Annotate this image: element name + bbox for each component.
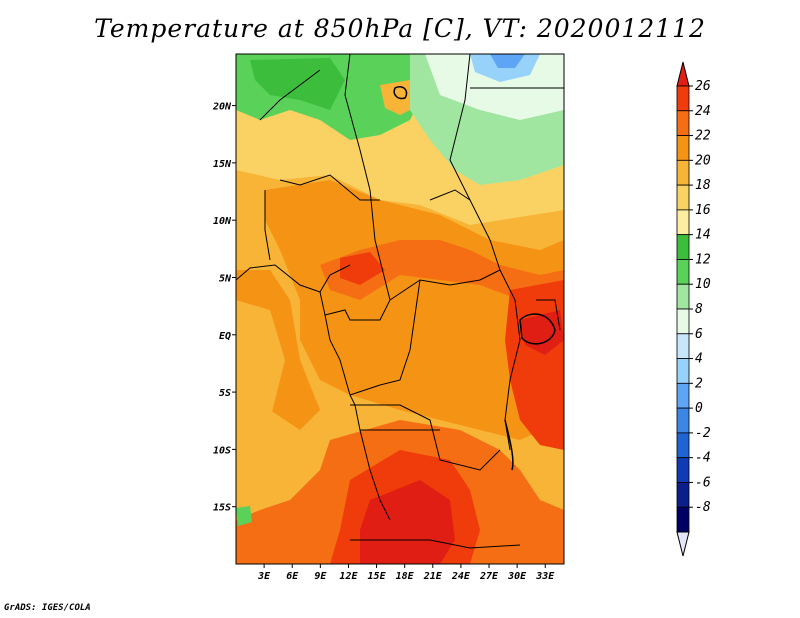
lat-tick-label: 5S bbox=[219, 388, 231, 399]
colorbar-band bbox=[676, 184, 690, 211]
colorbar-bottom-arrow bbox=[676, 531, 690, 557]
country-borders bbox=[236, 54, 564, 549]
colorbar-top-arrow bbox=[676, 61, 690, 87]
field-northeast-darkblue bbox=[490, 54, 525, 68]
colorbar-band bbox=[676, 333, 690, 359]
lon-tick-label: 15E bbox=[368, 571, 387, 582]
colorbar-band bbox=[676, 308, 690, 335]
lon-tick-label: 12E bbox=[339, 571, 358, 582]
colorbar-label: 4 bbox=[695, 352, 703, 367]
lat-tick-label: 10S bbox=[213, 445, 231, 456]
colorbar-label: 6 bbox=[695, 327, 703, 342]
lon-tick-label: 27E bbox=[479, 571, 499, 582]
colorbar-label: 24 bbox=[695, 104, 711, 119]
lon-tick-label: 9E bbox=[314, 571, 327, 582]
lat-tick-label: EQ bbox=[219, 331, 231, 342]
map-title: Temperature at 850hPa [C], VT: 202001211… bbox=[94, 14, 706, 43]
colorbar-band bbox=[676, 283, 690, 310]
lon-tick-label: 18E bbox=[396, 571, 415, 582]
longitude-axis: 3E 6E 9E 12E 15E 18E 21E 24E 27E 30E 33E bbox=[257, 564, 555, 582]
lat-tick-label: 20N bbox=[212, 102, 232, 113]
lon-tick-label: 6E bbox=[286, 571, 299, 582]
colorbar-band bbox=[676, 85, 690, 112]
lat-tick-label: 15S bbox=[213, 503, 231, 514]
colorbar-band bbox=[676, 135, 690, 161]
colorbar-label: 14 bbox=[695, 228, 711, 243]
colorbar-label: 18 bbox=[695, 178, 711, 193]
colorbar-label: 20 bbox=[695, 153, 711, 168]
lakes bbox=[393, 86, 556, 471]
map-frame bbox=[235, 53, 565, 565]
colorbar-band bbox=[676, 407, 690, 434]
colorbar-band bbox=[676, 259, 690, 285]
colorbar-band bbox=[676, 358, 690, 384]
credit-text: GrADS: IGES/COLA bbox=[4, 603, 91, 613]
colorbar-label: -8 bbox=[695, 500, 711, 515]
colorbar-label: -2 bbox=[695, 426, 711, 441]
lon-tick-label: 3E bbox=[257, 571, 271, 582]
colorbar-label: 22 bbox=[695, 129, 711, 144]
lon-tick-label: 24E bbox=[451, 571, 471, 582]
colorbar-label: -6 bbox=[695, 475, 711, 490]
colorbar-label: 12 bbox=[695, 252, 711, 267]
field-red-spot bbox=[340, 252, 385, 285]
field-south-darkred bbox=[360, 480, 455, 564]
field-central-orange bbox=[265, 180, 564, 440]
colorbar-band bbox=[676, 506, 690, 533]
lat-tick-label: 10N bbox=[213, 216, 232, 227]
field-sw-green-spot bbox=[236, 506, 252, 526]
colorbar-band bbox=[676, 159, 690, 186]
colorbar-band bbox=[676, 234, 690, 260]
colorbar-label: 8 bbox=[695, 302, 703, 317]
colorbar-label: 0 bbox=[695, 401, 703, 416]
lon-tick-label: 33E bbox=[535, 571, 555, 582]
colorbar-label: 26 bbox=[695, 79, 711, 94]
field-red-band bbox=[320, 240, 564, 300]
colorbar-band bbox=[676, 382, 690, 409]
colorbar-label: 10 bbox=[695, 277, 711, 292]
colorbar-label: 2 bbox=[695, 376, 703, 391]
lon-tick-label: 21E bbox=[423, 571, 443, 582]
colorbar-band bbox=[676, 432, 690, 459]
latitude-axis: 20N 15N 10N 5N EQ 5S 10S 15S bbox=[212, 102, 236, 514]
colorbar-band bbox=[676, 110, 690, 136]
temperature-field bbox=[236, 54, 564, 564]
colorbar-label: 16 bbox=[695, 203, 711, 218]
lat-tick-label: 5N bbox=[219, 273, 232, 284]
field-sw-pale bbox=[236, 430, 270, 515]
field-sahel-green-dark bbox=[250, 58, 345, 110]
field-atlantic-light bbox=[236, 300, 285, 440]
colorbar-band bbox=[676, 482, 690, 508]
colorbar-band bbox=[676, 209, 690, 236]
colorbar-label: -4 bbox=[695, 451, 711, 466]
lat-tick-label: 15N bbox=[213, 159, 232, 170]
lon-tick-label: 30E bbox=[507, 571, 527, 582]
colorbar-band bbox=[676, 457, 690, 483]
